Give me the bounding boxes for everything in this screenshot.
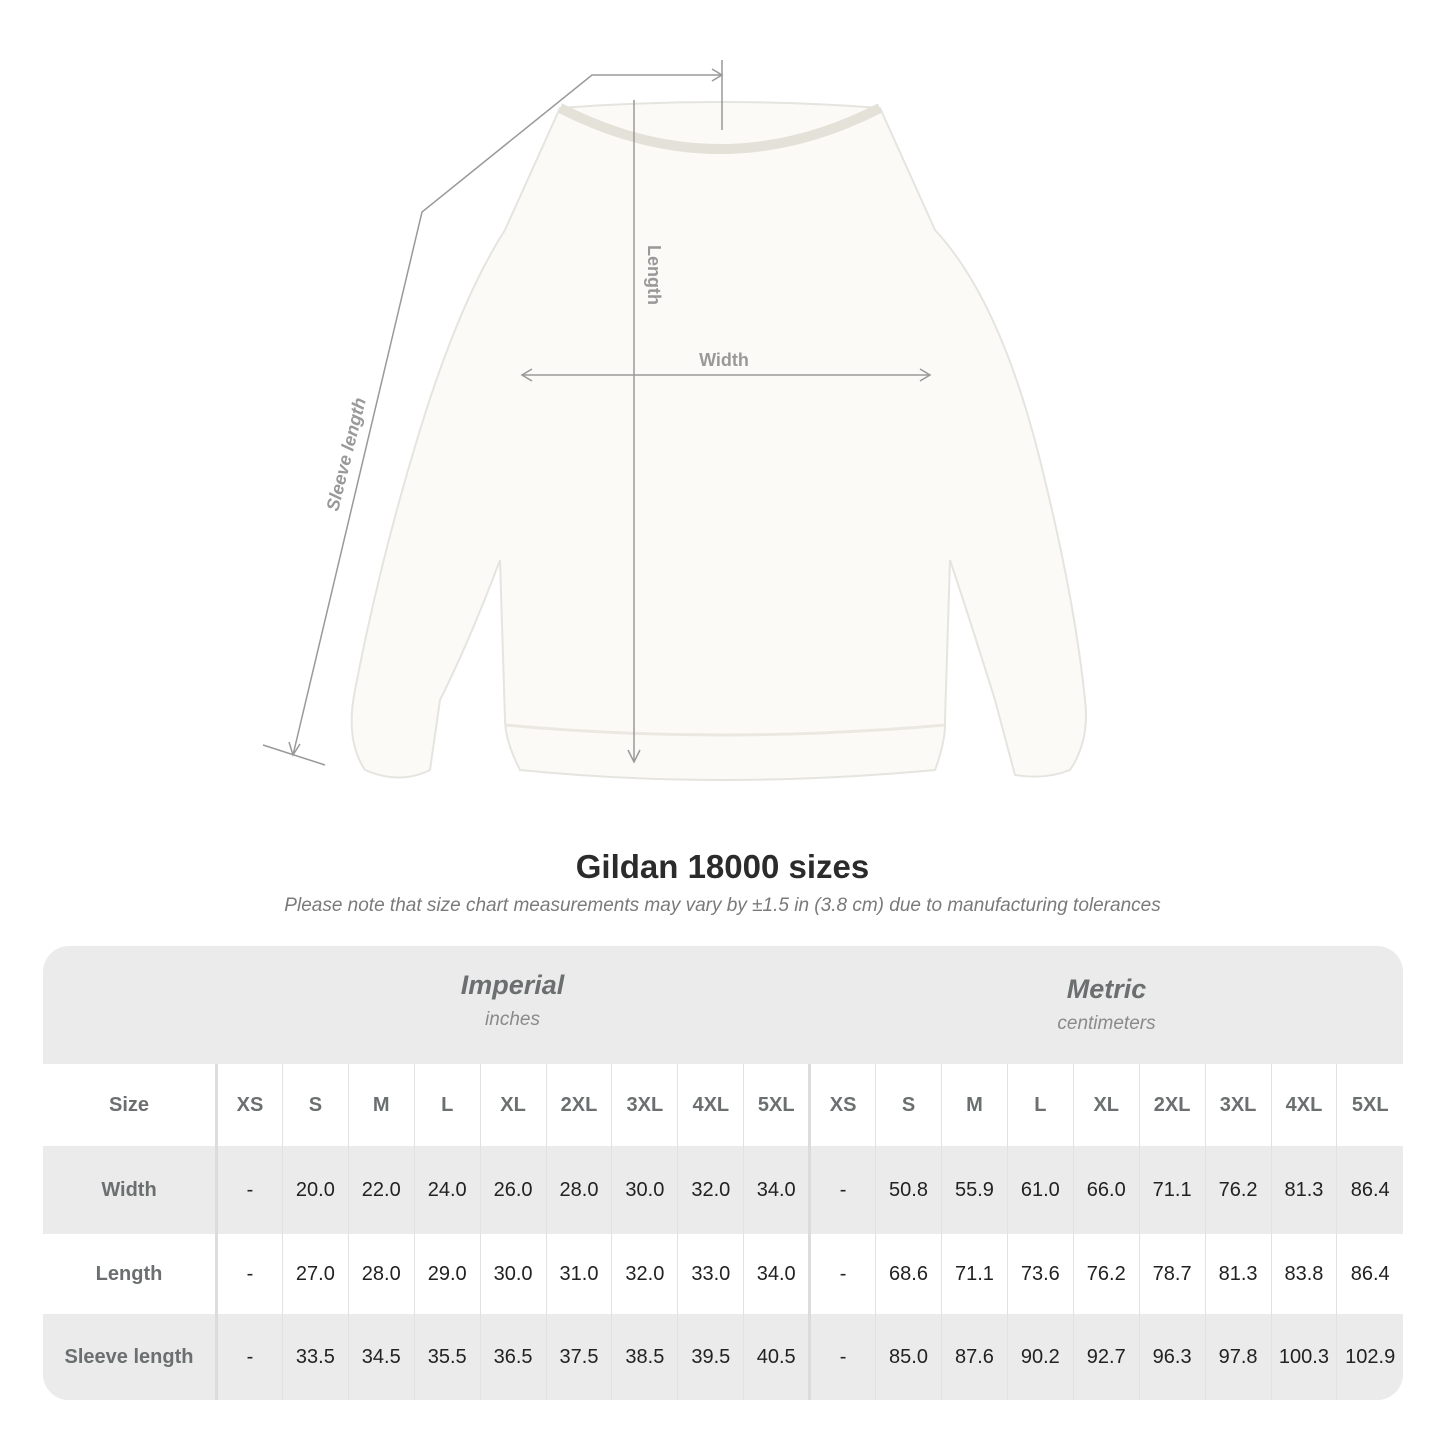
metric-size-l: L — [1006, 1064, 1074, 1146]
metric-value: 90.2 — [1006, 1314, 1074, 1400]
metric-value: 78.7 — [1138, 1234, 1206, 1314]
imperial-value: 40.5 — [743, 1314, 810, 1400]
imperial-value: 38.5 — [611, 1314, 678, 1400]
metric-value: 55.9 — [940, 1146, 1008, 1234]
imperial-value: 22.0 — [347, 1146, 415, 1234]
metric-size-xs: XS — [808, 1064, 876, 1146]
metric-value: 87.6 — [940, 1314, 1008, 1400]
metric-value: 92.7 — [1072, 1314, 1140, 1400]
imperial-value: - — [216, 1314, 283, 1400]
imperial-value: 35.5 — [413, 1314, 481, 1400]
measurement-lines — [262, 60, 932, 766]
metric-value: 97.8 — [1204, 1314, 1271, 1400]
imperial-value: 36.5 — [479, 1314, 547, 1400]
imperial-value: 37.5 — [545, 1314, 612, 1400]
imperial-size-xl: XL — [479, 1064, 547, 1146]
metric-size-2xl: 2XL — [1138, 1064, 1206, 1146]
metric-value: - — [808, 1234, 876, 1314]
metric-value: - — [808, 1314, 876, 1400]
metric-value: 71.1 — [940, 1234, 1008, 1314]
metric-value: 66.0 — [1072, 1146, 1140, 1234]
metric-size-4xl: 4XL — [1270, 1064, 1337, 1146]
metric-header: Metric centimeters — [810, 946, 1403, 1064]
imperial-value: 28.0 — [545, 1146, 612, 1234]
metric-unit: centimeters — [1057, 1013, 1156, 1034]
size-table-card: Imperial inches Metric centimeters Size X… — [43, 946, 1403, 1400]
sweatshirt-image — [350, 101, 1087, 781]
metric-value: 73.6 — [1006, 1234, 1074, 1314]
imperial-size-3xl: 3XL — [611, 1064, 678, 1146]
metric-size-s: S — [875, 1064, 942, 1146]
imperial-value: 32.0 — [677, 1146, 744, 1234]
metric-value: 71.1 — [1138, 1146, 1206, 1234]
metric-size-5xl: 5XL — [1336, 1064, 1403, 1146]
metric-value: 86.4 — [1336, 1234, 1403, 1314]
imperial-value: 34.5 — [347, 1314, 415, 1400]
metric-size-m: M — [940, 1064, 1008, 1146]
imperial-value: 39.5 — [677, 1314, 744, 1400]
imperial-value: 27.0 — [281, 1234, 349, 1314]
table-row: Length -27.0 28.0 29.0 30.0 31.0 32.0 33.0 34.0-… — [43, 1234, 1403, 1314]
imperial-value: 29.0 — [413, 1234, 481, 1314]
imperial-title: Imperial — [460, 970, 565, 1000]
metric-size-3xl: 3XL — [1204, 1064, 1271, 1146]
imperial-value: 30.0 — [611, 1146, 678, 1234]
imperial-header: Imperial inches — [215, 946, 810, 1064]
metric-value: 102.9 — [1336, 1314, 1403, 1400]
imperial-value: - — [216, 1234, 283, 1314]
imperial-size-5xl: 5XL — [743, 1064, 810, 1146]
imperial-size-l: L — [413, 1064, 481, 1146]
imperial-size-4xl: 4XL — [677, 1064, 744, 1146]
metric-value: 76.2 — [1072, 1234, 1140, 1314]
metric-value: 50.8 — [875, 1146, 942, 1234]
metric-value: 83.8 — [1270, 1234, 1337, 1314]
metric-value: 100.3 — [1270, 1314, 1337, 1400]
metric-title: Metric — [1066, 974, 1147, 1004]
row-label: Sleeve length — [43, 1314, 218, 1400]
imperial-size-2xl: 2XL — [545, 1064, 612, 1146]
sleeve-length-label: Sleeve length — [322, 396, 369, 513]
imperial-value: 30.0 — [479, 1234, 547, 1314]
table-row: Width -20.0 22.0 24.0 26.0 28.0 30.0 32.0 34.0-5… — [43, 1146, 1403, 1234]
metric-value: - — [808, 1146, 876, 1234]
metric-value: 76.2 — [1204, 1146, 1271, 1234]
imperial-value: 31.0 — [545, 1234, 612, 1314]
imperial-value: 34.0 — [743, 1234, 810, 1314]
imperial-value: - — [216, 1146, 283, 1234]
imperial-size-xs: XS — [216, 1064, 283, 1146]
sweatshirt-measurement-diagram: Length Width Sleeve length — [262, 60, 1087, 781]
table-row: Sleeve length -33.5 34.5 35.5 36.5 37.5 38.5 39… — [43, 1314, 1403, 1400]
imperial-value: 28.0 — [347, 1234, 415, 1314]
size-header: Size — [43, 1064, 218, 1146]
metric-value: 86.4 — [1336, 1146, 1403, 1234]
imperial-value: 34.0 — [743, 1146, 810, 1234]
size-table: Size XS S M L XL 2XL 3XL 4XL 5XL XS S M L XL 2XL 3XL 4XL 5… — [43, 1064, 1403, 1400]
metric-value: 85.0 — [875, 1314, 942, 1400]
width-label: Width — [699, 350, 749, 370]
metric-value: 81.3 — [1204, 1234, 1271, 1314]
metric-size-xl: XL — [1072, 1064, 1140, 1146]
metric-value: 81.3 — [1270, 1146, 1337, 1234]
imperial-size-s: S — [281, 1064, 349, 1146]
imperial-value: 33.5 — [281, 1314, 349, 1400]
imperial-value: 33.0 — [677, 1234, 744, 1314]
length-label: Length — [644, 245, 664, 305]
chart-title: Gildan 18000 sizes — [575, 848, 870, 885]
metric-value: 96.3 — [1138, 1314, 1206, 1400]
imperial-value: 26.0 — [479, 1146, 547, 1234]
imperial-value: 20.0 — [281, 1146, 349, 1234]
row-label: Length — [43, 1234, 218, 1314]
imperial-value: 24.0 — [413, 1146, 481, 1234]
metric-value: 68.6 — [875, 1234, 942, 1314]
table-header-row: Size XS S M L XL 2XL 3XL 4XL 5XL XS S M L XL 2XL 3XL 4XL 5… — [43, 1064, 1403, 1146]
row-label: Width — [43, 1146, 218, 1234]
imperial-size-m: M — [347, 1064, 415, 1146]
metric-value: 61.0 — [1006, 1146, 1074, 1234]
imperial-unit: inches — [485, 1009, 540, 1030]
imperial-value: 32.0 — [611, 1234, 678, 1314]
tolerance-note: Please note that size chart measurements… — [284, 895, 1161, 916]
